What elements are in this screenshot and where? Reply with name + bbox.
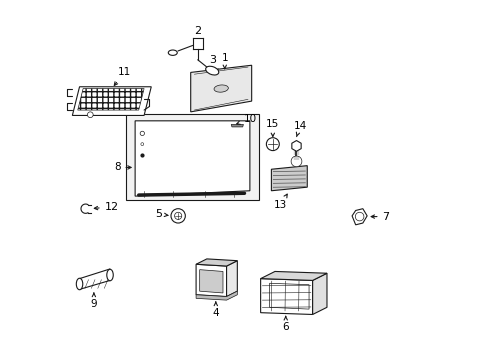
Polygon shape bbox=[190, 65, 251, 112]
Polygon shape bbox=[231, 125, 243, 127]
Text: 6: 6 bbox=[282, 316, 288, 332]
Ellipse shape bbox=[205, 66, 218, 75]
Text: 1: 1 bbox=[221, 53, 227, 69]
Text: 2: 2 bbox=[194, 26, 201, 36]
Polygon shape bbox=[80, 269, 110, 289]
Circle shape bbox=[355, 212, 363, 221]
Text: 5: 5 bbox=[155, 209, 167, 219]
FancyBboxPatch shape bbox=[126, 114, 258, 200]
Polygon shape bbox=[260, 279, 312, 315]
Polygon shape bbox=[351, 209, 366, 225]
Circle shape bbox=[174, 212, 182, 220]
Polygon shape bbox=[260, 271, 326, 280]
Polygon shape bbox=[199, 270, 223, 293]
Polygon shape bbox=[196, 259, 237, 266]
Polygon shape bbox=[226, 261, 237, 297]
Circle shape bbox=[141, 143, 143, 145]
Circle shape bbox=[87, 112, 93, 118]
Polygon shape bbox=[135, 121, 249, 196]
Text: 12: 12 bbox=[94, 202, 119, 212]
Polygon shape bbox=[196, 264, 226, 297]
Text: 8: 8 bbox=[114, 162, 131, 172]
Text: 14: 14 bbox=[293, 121, 306, 137]
Polygon shape bbox=[271, 166, 306, 191]
Text: 13: 13 bbox=[273, 194, 286, 210]
Polygon shape bbox=[291, 140, 301, 151]
Ellipse shape bbox=[214, 85, 228, 92]
Text: 7: 7 bbox=[370, 212, 389, 221]
Text: 10: 10 bbox=[236, 114, 256, 124]
Text: 15: 15 bbox=[265, 120, 279, 136]
Ellipse shape bbox=[168, 50, 177, 55]
Text: 3: 3 bbox=[208, 55, 215, 65]
Circle shape bbox=[171, 209, 185, 223]
Circle shape bbox=[266, 138, 279, 150]
Circle shape bbox=[140, 131, 144, 135]
Text: 11: 11 bbox=[114, 67, 131, 85]
Text: 9: 9 bbox=[90, 293, 97, 309]
Polygon shape bbox=[312, 273, 326, 315]
Polygon shape bbox=[196, 291, 237, 300]
Circle shape bbox=[290, 156, 301, 167]
Polygon shape bbox=[78, 89, 144, 110]
Ellipse shape bbox=[76, 278, 82, 290]
Polygon shape bbox=[72, 87, 151, 116]
Ellipse shape bbox=[106, 269, 113, 281]
Text: 4: 4 bbox=[212, 302, 219, 318]
